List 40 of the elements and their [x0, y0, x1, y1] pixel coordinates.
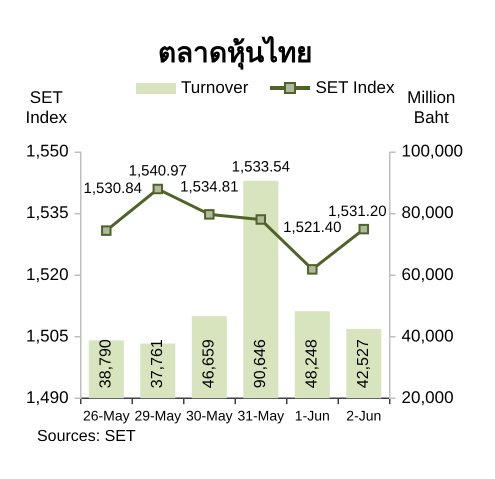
- source-note: Sources: SET: [37, 428, 136, 446]
- y2-tick-label: 40,000: [402, 326, 454, 346]
- y-tick-label: 1,550: [26, 142, 69, 161]
- point: [152, 184, 164, 194]
- data-label: 38,790: [98, 339, 115, 388]
- data-label: 1,533.54: [232, 158, 290, 176]
- legend-label: Turnover: [181, 78, 248, 98]
- data-label: 1,530.84: [84, 180, 142, 197]
- legend-label: SET Index: [315, 78, 395, 98]
- point: [307, 264, 318, 275]
- x-tick-label: 30-May: [186, 407, 233, 424]
- data-label: 1,521.40: [283, 218, 342, 236]
- y2-tick-label: 60,000: [402, 264, 454, 284]
- y2-tick-label: 20,000: [402, 388, 454, 407]
- data-label: 46,659: [200, 339, 218, 388]
- data-label: 90,646: [252, 339, 270, 388]
- y-tick-label: 1,520: [26, 264, 69, 284]
- y-axis-title: SET Index: [24, 88, 68, 128]
- x-tick-label: 2-Jun: [346, 407, 382, 424]
- data-label: 1,534.81: [180, 178, 238, 196]
- x-tick-label: 1-Jun: [294, 407, 330, 424]
- x-tick-label: 26-May: [82, 407, 130, 424]
- point: [256, 214, 266, 225]
- data-label: 42,527: [355, 339, 372, 388]
- point: [358, 224, 370, 234]
- data-label: 1,531.20: [328, 202, 387, 220]
- y2-tick-label: 100,000: [402, 142, 463, 161]
- y2-tick-label: 80,000: [402, 203, 454, 222]
- y-tick-label: 1,490: [26, 388, 69, 407]
- point: [204, 209, 215, 220]
- chart-title: ตลาดหุ้นไทย: [157, 35, 314, 72]
- y-tick-label: 1,505: [26, 326, 69, 346]
- y-tick-label: 1,535: [26, 203, 69, 222]
- y2-axis-title: Million Baht: [406, 88, 456, 128]
- point: [101, 225, 112, 236]
- data-label: 37,761: [149, 339, 166, 388]
- data-label: 1,540.97: [128, 162, 187, 180]
- x-tick-label: 31-May: [237, 407, 284, 424]
- data-label: 48,248: [304, 339, 321, 388]
- x-tick-label: 29-May: [134, 407, 182, 424]
